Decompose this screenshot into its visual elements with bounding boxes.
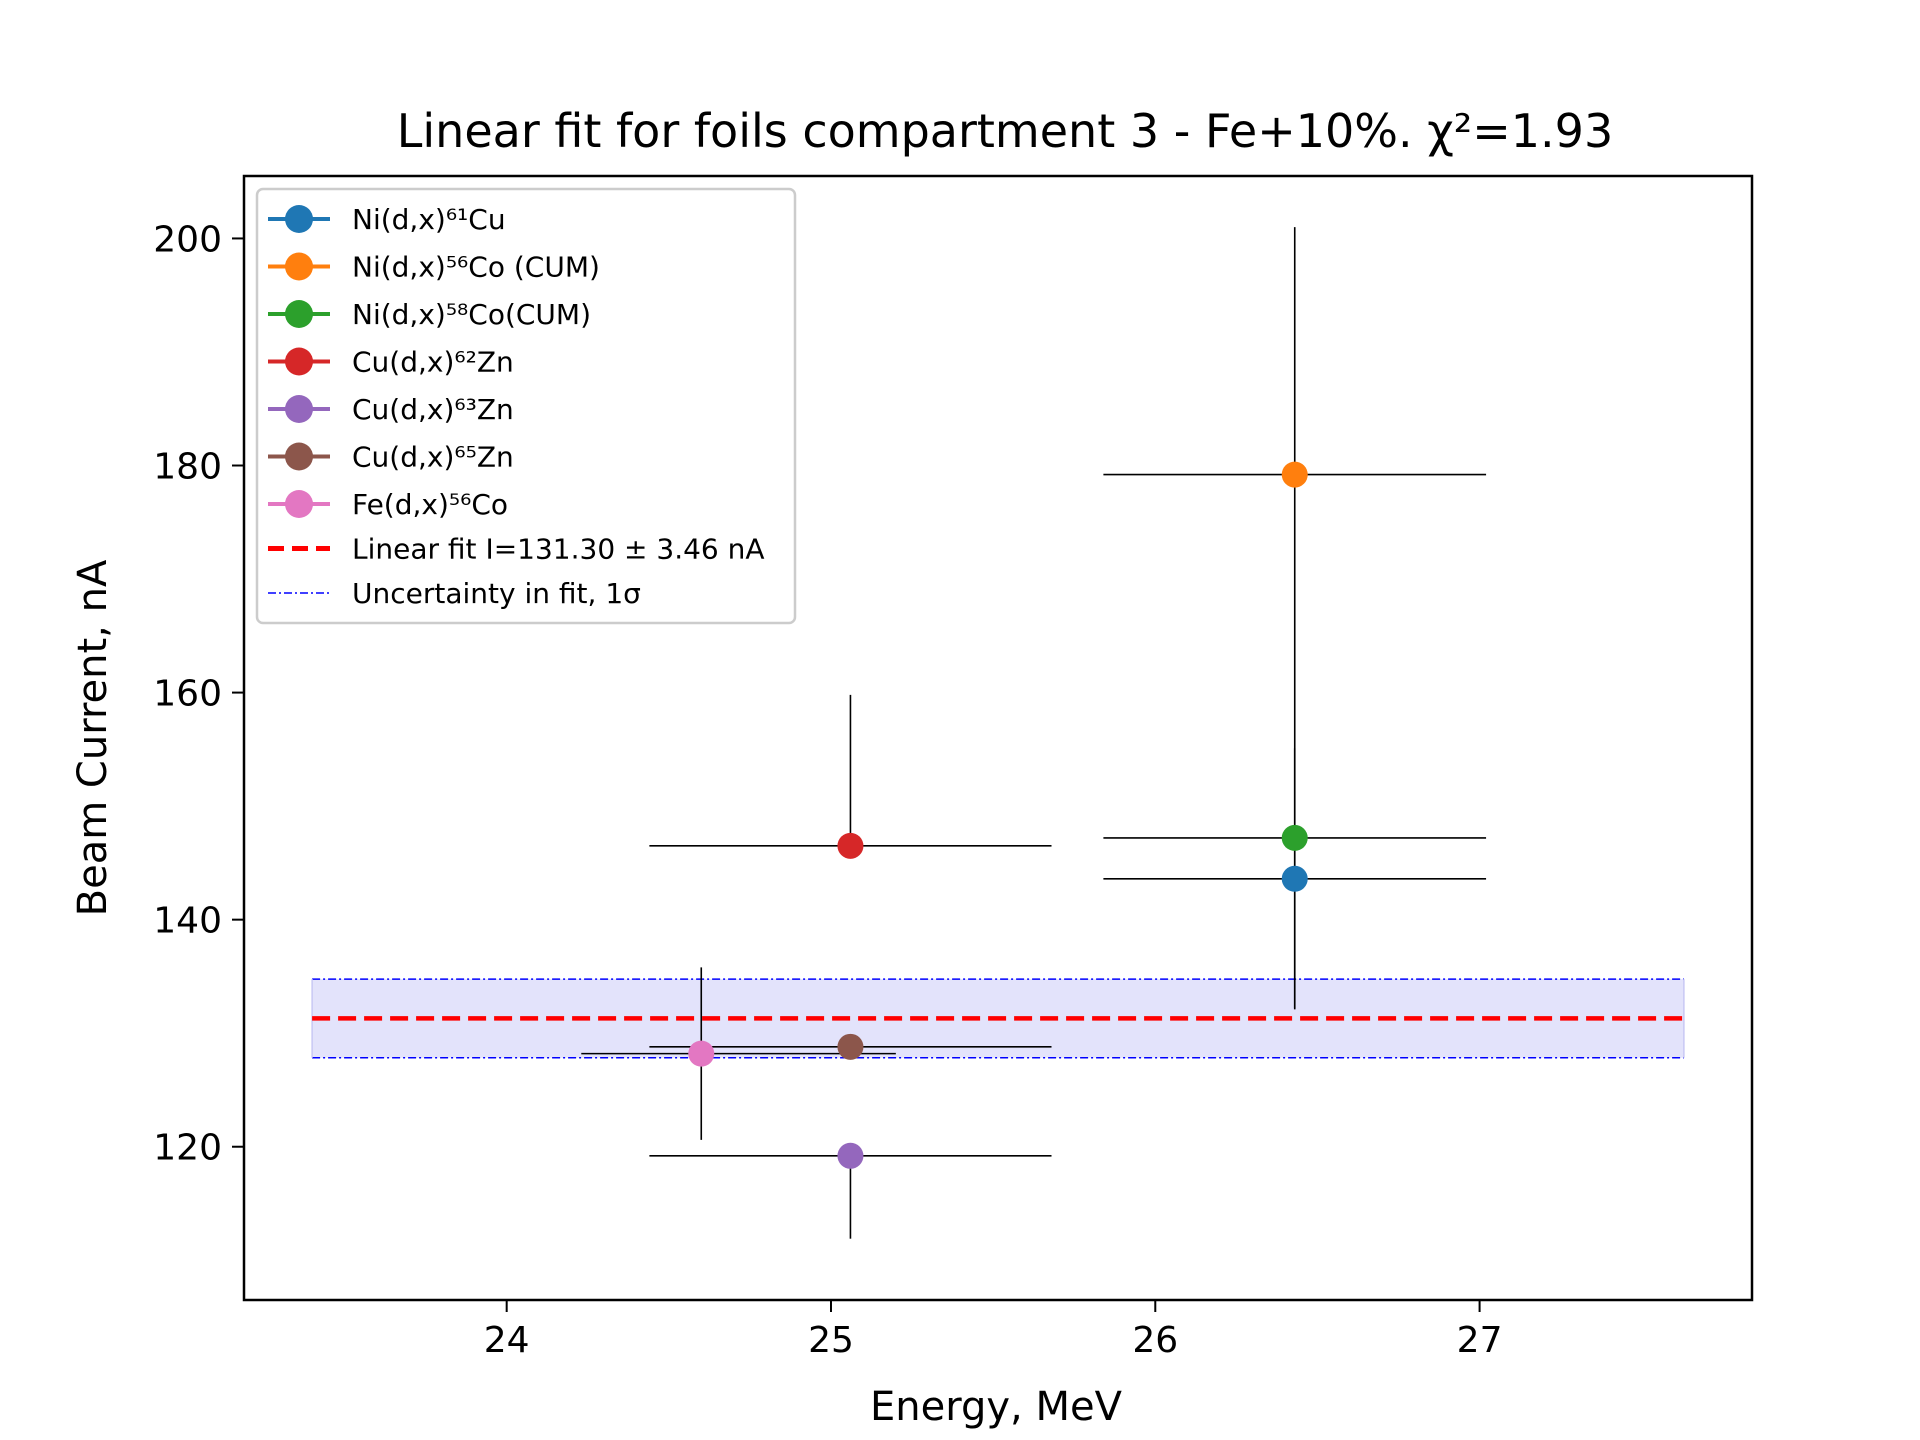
chart-title: Linear fit for foils compartment 3 - Fe+… [397, 104, 1613, 158]
legend-label: Ni(d,x)⁵⁸Co(CUM) [352, 298, 591, 331]
axes-frame [242, 174, 1754, 1302]
legend-item-6: Cu(d,x)⁶⁵Zn [268, 441, 514, 474]
y-tick-label: 180 [153, 447, 222, 488]
x-axis: 24 25 26 27 [484, 1300, 1503, 1361]
data-point-2 [1281, 461, 1308, 488]
x-axis-label: Energy, MeV [870, 1384, 1123, 1430]
y-axis-label: Beam Current, nA [70, 559, 116, 916]
y-tick-label: 120 [153, 1128, 222, 1169]
y-axis: 120 140 160 180 200 [153, 219, 244, 1169]
data-point-5 [837, 1142, 864, 1169]
legend: Ni(d,x)⁶¹Cu Ni(d,x)⁵⁶Co (CUM) Ni(d,x)⁵⁸Co(… [255, 187, 797, 625]
data-point-3 [1281, 824, 1308, 851]
legend-item-2: Ni(d,x)⁵⁶Co (CUM) [268, 251, 600, 284]
legend-marker [285, 347, 313, 376]
data-series-4 [649, 694, 1052, 847]
legend-item-1: Ni(d,x)⁶¹Cu [268, 203, 506, 236]
data-point-7 [688, 1040, 715, 1067]
legend-label: Ni(d,x)⁶¹Cu [352, 203, 506, 236]
plot-area [311, 227, 1685, 1239]
x-tick-label: 26 [1132, 1320, 1178, 1361]
legend-marker [285, 442, 313, 471]
legend-item-3: Ni(d,x)⁵⁸Co(CUM) [268, 298, 591, 331]
legend-marker [285, 252, 313, 281]
legend-item-8: Linear fit I=131.30 ± 3.46 nA [268, 533, 765, 566]
y-tick-label: 140 [153, 901, 222, 942]
legend-item-7: Fe(d,x)⁵⁶Co [268, 488, 508, 521]
legend-marker [285, 490, 313, 518]
legend-label: Fe(d,x)⁵⁶Co [352, 488, 508, 521]
legend-marker [285, 300, 313, 328]
x-tick-label: 25 [808, 1320, 854, 1361]
y-tick-label: 160 [153, 674, 222, 715]
x-tick-label: 24 [484, 1320, 530, 1361]
legend-marker [285, 395, 313, 423]
legend-item-9: Uncertainty in fit, 1σ [268, 577, 641, 610]
legend-box [255, 187, 797, 625]
legend-item-4: Cu(d,x)⁶²Zn [268, 346, 514, 379]
legend-label: Cu(d,x)⁶²Zn [352, 346, 514, 379]
legend-label: Uncertainty in fit, 1σ [352, 577, 641, 610]
y-tick-label: 200 [153, 219, 222, 260]
data-point-4 [837, 832, 864, 859]
data-point-6 [837, 1033, 864, 1060]
legend-label: Cu(d,x)⁶⁵Zn [352, 441, 514, 474]
legend-label: Ni(d,x)⁵⁶Co (CUM) [352, 251, 600, 284]
legend-label: Cu(d,x)⁶³Zn [352, 393, 514, 426]
legend-item-5: Cu(d,x)⁶³Zn [268, 393, 514, 426]
legend-label: Linear fit I=131.30 ± 3.46 nA [352, 533, 765, 566]
legend-marker [285, 205, 313, 233]
data-point-1 [1281, 865, 1308, 892]
x-tick-label: 27 [1457, 1320, 1503, 1361]
